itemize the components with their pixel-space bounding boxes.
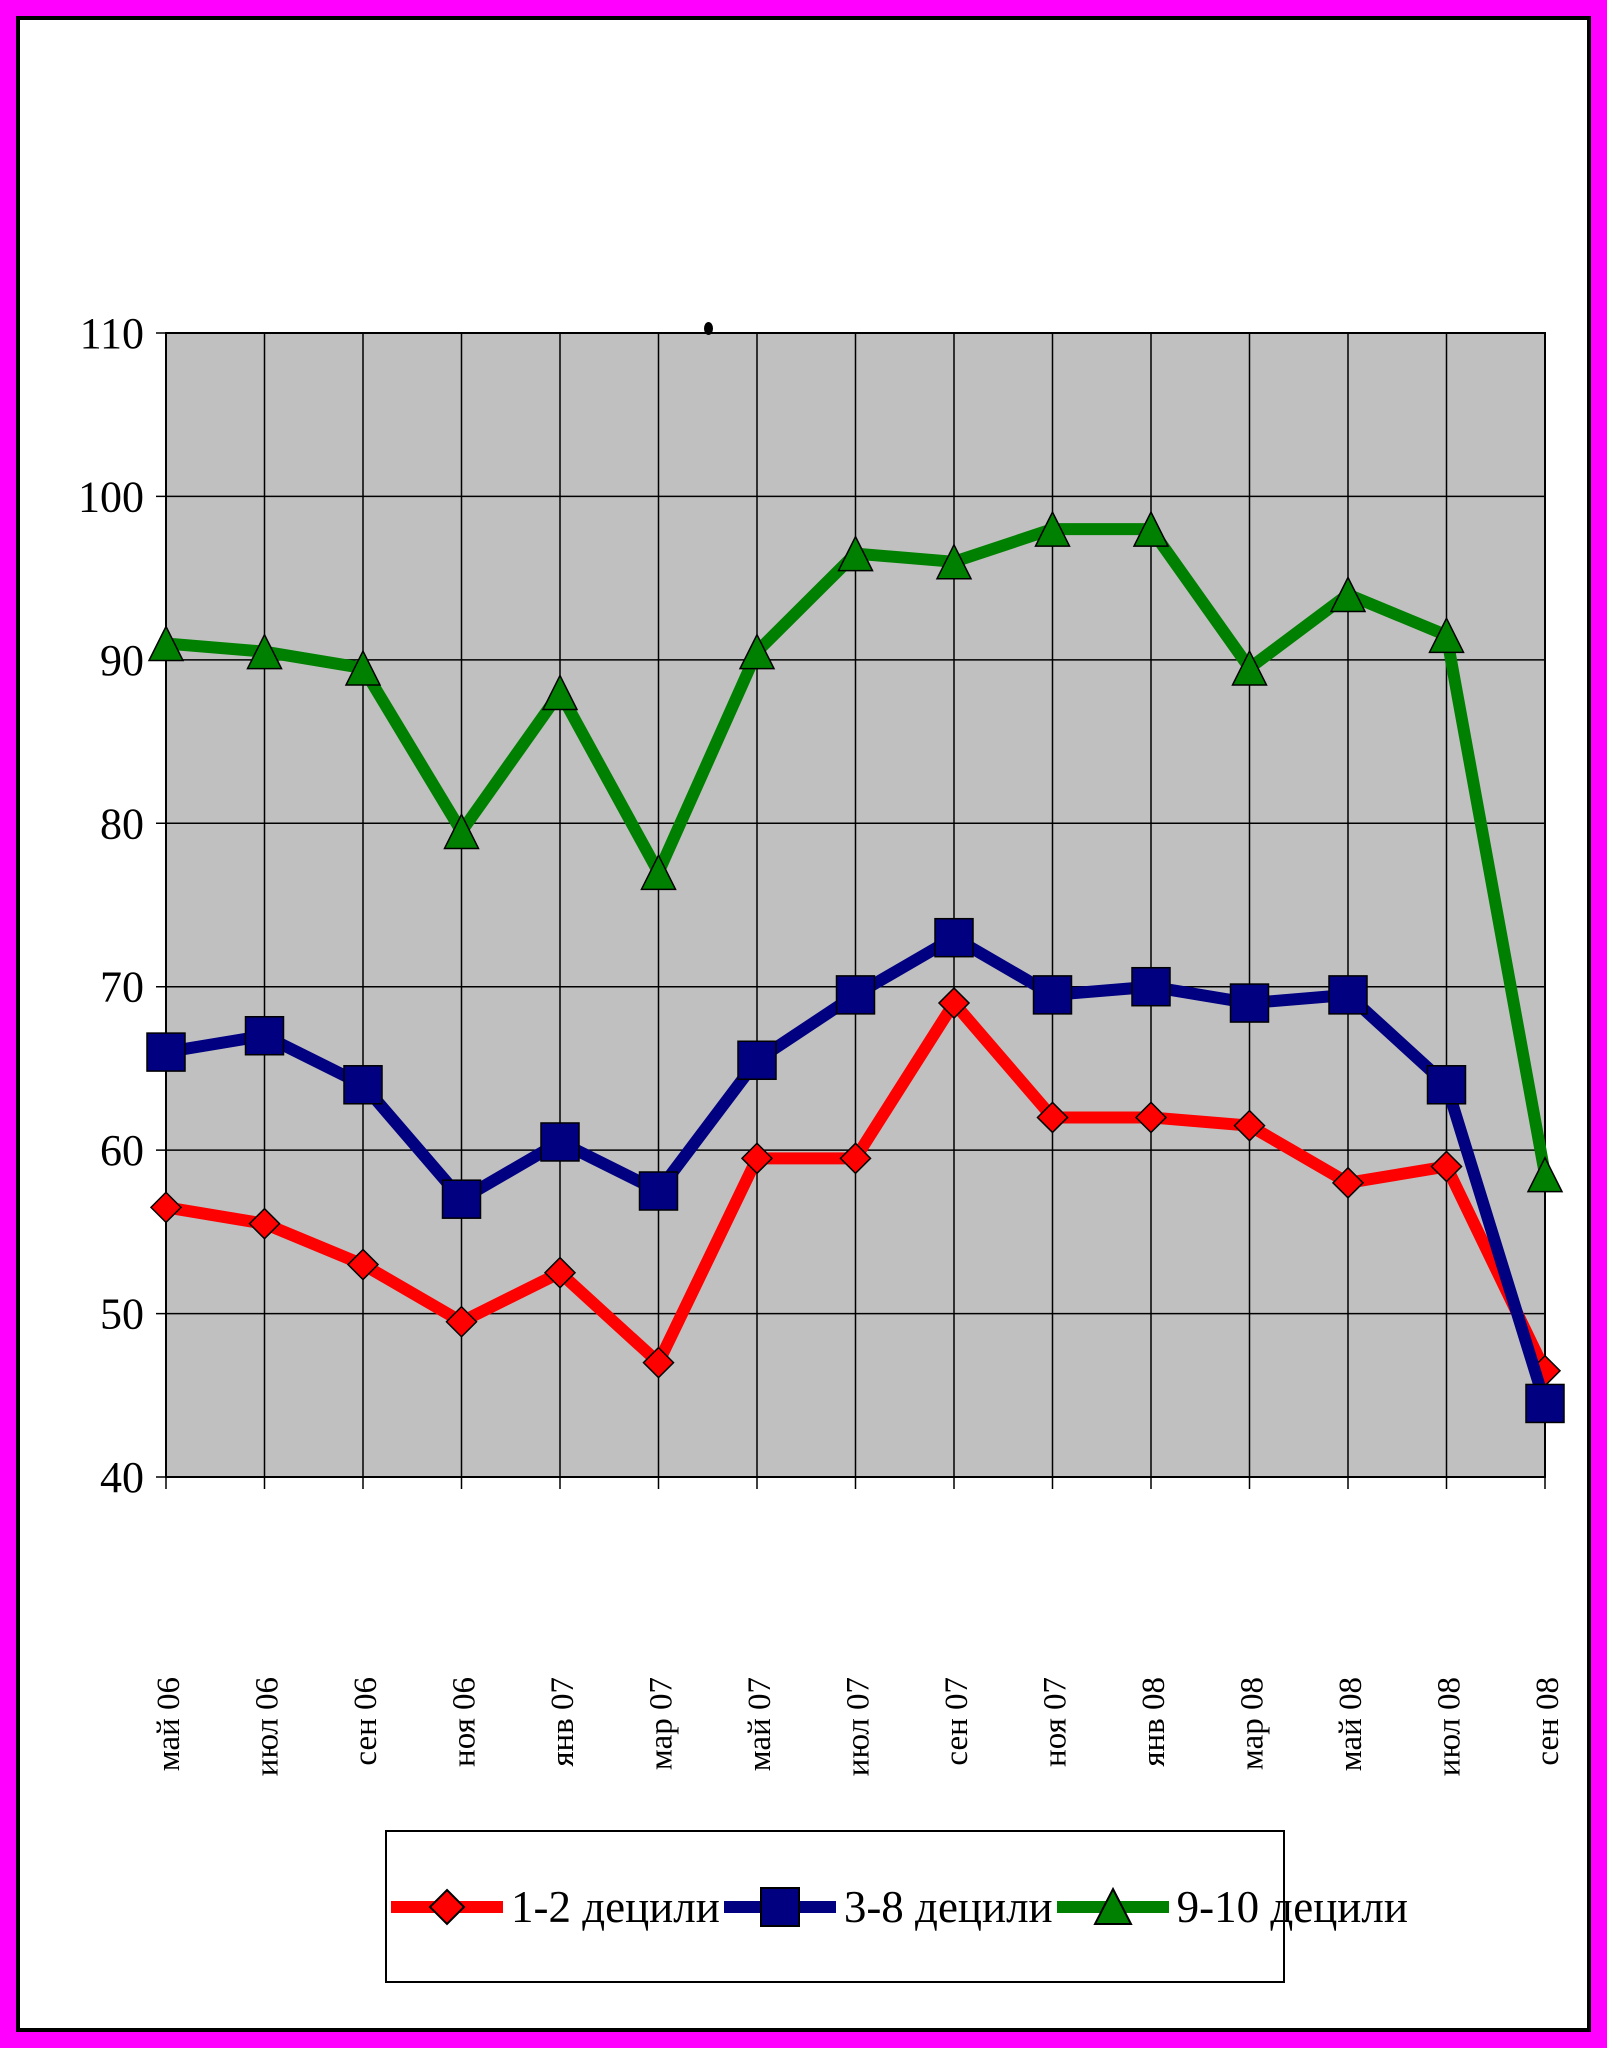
svg-text:янв 07: янв 07 [545,1677,581,1767]
svg-text:50: 50 [100,1290,144,1339]
stray-dot-mark [704,322,713,335]
svg-text:80: 80 [100,799,144,848]
svg-text:ноя 07: ноя 07 [1038,1677,1074,1767]
svg-text:июл 06: июл 06 [250,1677,286,1776]
x-axis-labels: май 06 июл 06 сен 06 ноя 06 янв 07 мар 07 май … [151,1677,1566,1776]
svg-text:июл 08: июл 08 [1432,1677,1468,1776]
blue-square-line-icon [723,1886,836,1927]
svg-text:сен 07: сен 07 [939,1677,975,1766]
series-3-8-децили [146,917,1565,1424]
svg-text:40: 40 [100,1453,144,1502]
series-1-2-децили [149,986,1562,1387]
legend-label: 3-8 децили [843,1881,1053,1932]
y-axis-labels: 40 50 60 70 80 90 100 110 [78,309,144,1502]
svg-text:сен 08: сен 08 [1530,1677,1566,1766]
chart-legend: 1-2 децили 3-8 децили 9-10 децили [385,1830,1408,1983]
svg-text:100: 100 [78,472,144,521]
plot-border [165,332,1546,1478]
svg-text:июл 07: июл 07 [841,1677,877,1776]
svg-text:60: 60 [100,1126,144,1175]
svg-text:ноя 06: ноя 06 [447,1677,483,1767]
svg-text:90: 90 [100,636,144,685]
svg-text:110: 110 [80,309,144,358]
svg-text:май 06: май 06 [151,1677,187,1771]
legend-label: 9-10 децили [1176,1881,1408,1932]
green-triangle-line-icon [1056,1886,1169,1925]
svg-text:мар 07: мар 07 [644,1677,680,1770]
svg-text:сен 06: сен 06 [348,1677,384,1766]
svg-text:70: 70 [100,963,144,1012]
svg-text:май 07: май 07 [742,1677,778,1771]
red-diamond-line-icon [391,1888,503,1925]
svg-text:май 08: май 08 [1333,1677,1369,1771]
legend-label: 1-2 децили [511,1881,720,1932]
legend-item-deciles-9-10: 9-10 децили [1053,1879,1408,1935]
svg-text:мар 08: мар 08 [1235,1677,1271,1770]
series-9-10-децили [147,510,1564,1193]
legend-item-deciles-1-2: 1-2 децили [387,1879,720,1935]
legend-item-deciles-3-8: 3-8 децили [720,1879,1053,1935]
svg-text:янв 08: янв 08 [1136,1677,1172,1767]
